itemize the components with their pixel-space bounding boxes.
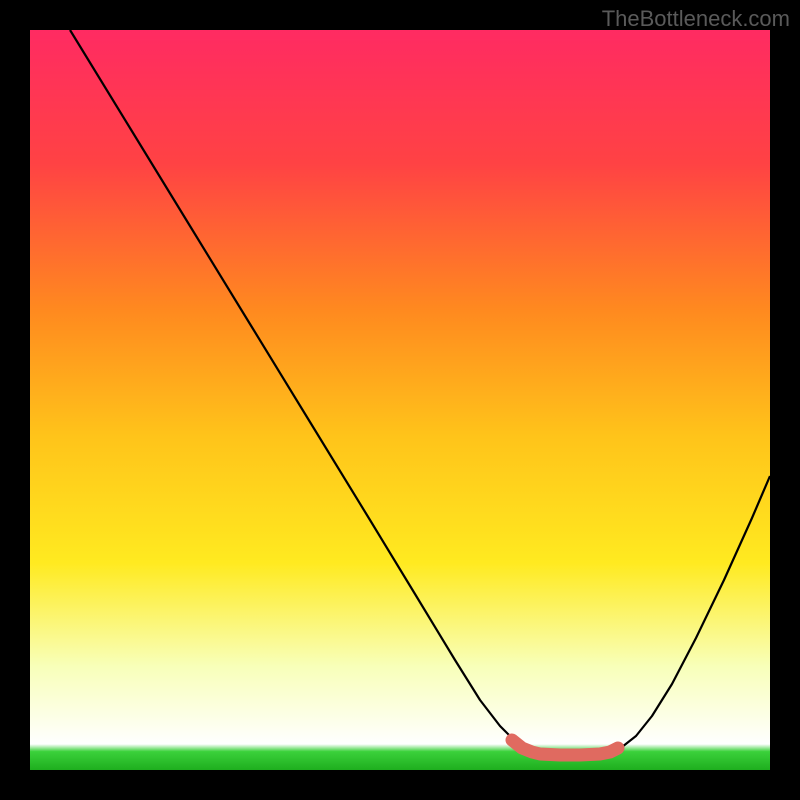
chart-plot-background (30, 30, 770, 770)
bottleneck-chart (0, 0, 800, 800)
